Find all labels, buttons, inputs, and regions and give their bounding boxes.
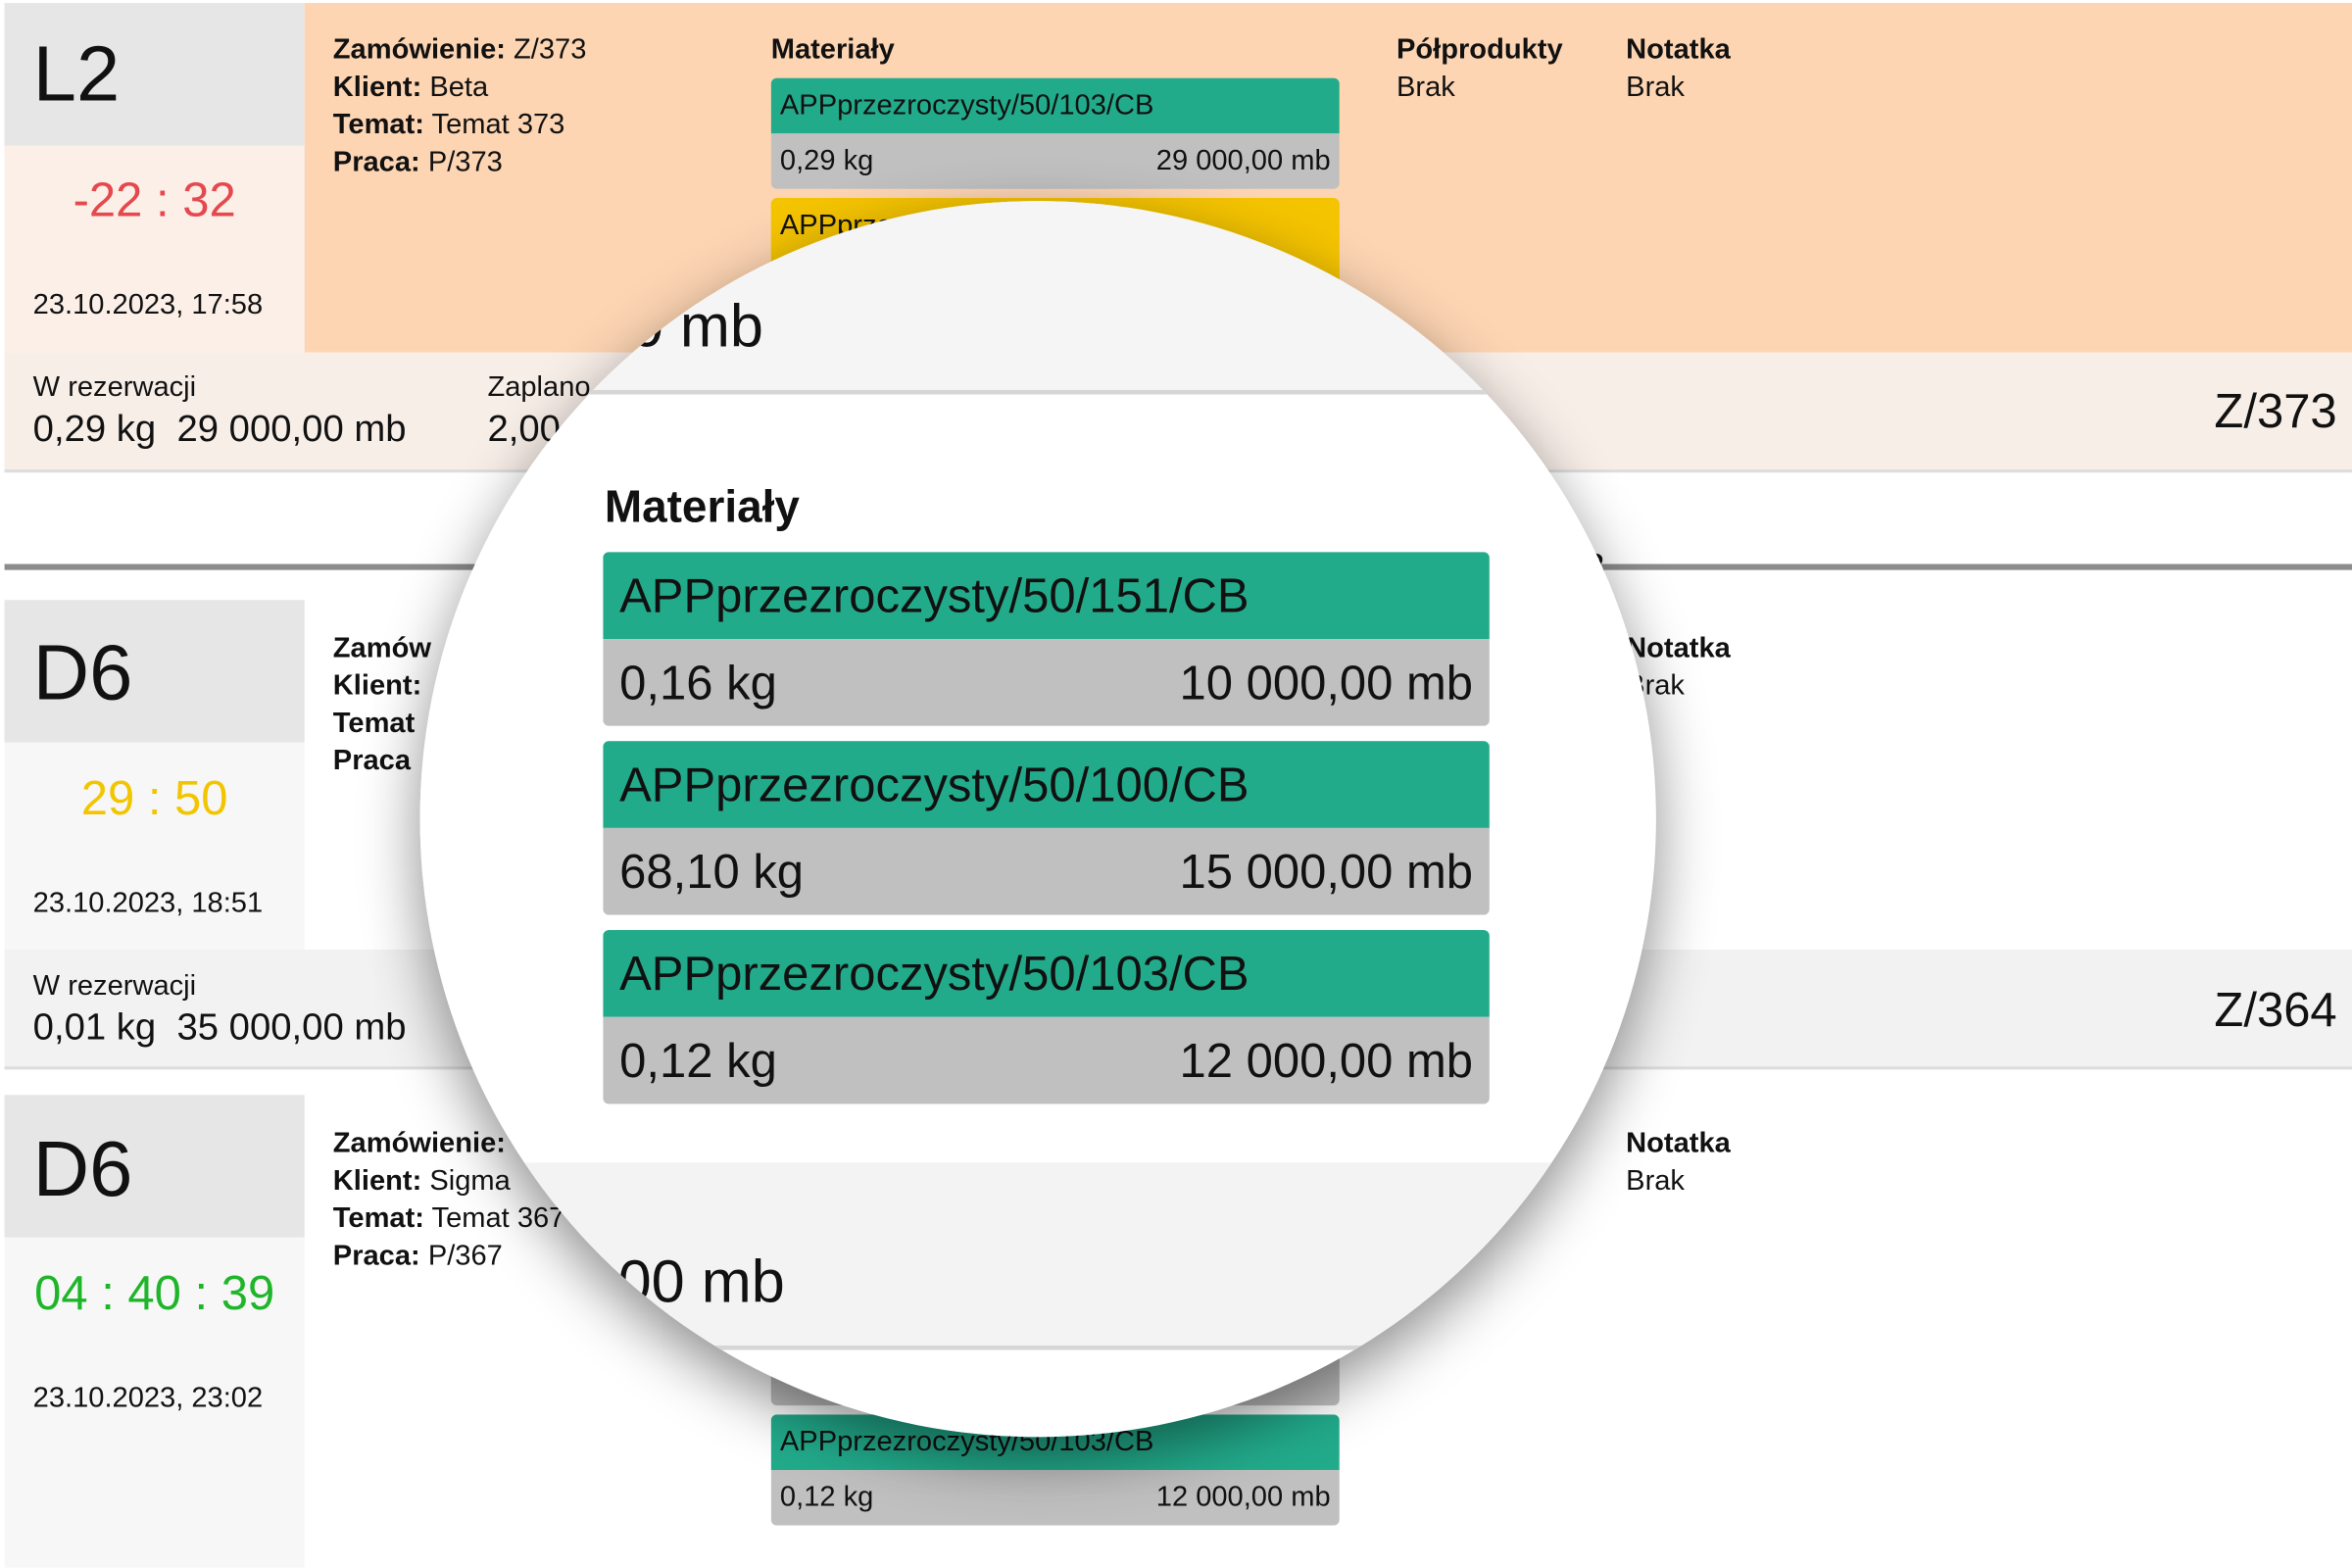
material: APPprzezroczysty/50/151/CB 0,16 kg 10 000… [603, 552, 1490, 726]
time-cell [4, 1237, 305, 1568]
reservation-weight: 0,01 kg [32, 1006, 157, 1049]
line-label: D6 [32, 1126, 133, 1214]
field-label: Zamówienie: [332, 34, 506, 67]
fields: Zamówienie: Klient: Sigma Temat: Temat 3… [333, 1125, 565, 1275]
field: Zamówienie: [333, 1125, 565, 1162]
reservation-length: 29 000,00 mb [176, 408, 407, 451]
field-value: P/373 [427, 146, 503, 179]
line-cell [4, 3, 305, 146]
note-title: Notatka [1626, 34, 1731, 67]
note-title: Notatka [1626, 1128, 1731, 1160]
timer: -22 : 32 [73, 172, 236, 227]
field-label: Zamówienie: [332, 1128, 506, 1160]
field-value: Z/373 [514, 34, 587, 67]
field-label: Zamów [332, 632, 431, 665]
materials-title: Materiały [604, 482, 800, 533]
reservation-weight: 0,29 kg [32, 408, 157, 451]
date: 23.10.2023, 17:58 [32, 289, 264, 321]
fields: Zamówienie: Z/373 Klient: Beta Temat: Te… [333, 31, 587, 181]
field-label: Temat [332, 708, 416, 740]
field: Klient: Sigma [333, 1162, 565, 1200]
field: Temat: Temat 373 [333, 107, 587, 144]
material-name: APPprzezroczysty/50/103/CB [619, 946, 1250, 1001]
reservation: 0,29 kg 29 000,00 mb [33, 408, 407, 451]
materials-title: Materiały [770, 34, 895, 67]
reservation-length: 35 000,00 mb [176, 1006, 407, 1049]
line-label: L2 [32, 31, 121, 119]
material-weight: 0,16 kg [619, 655, 777, 710]
material-name-row: APPprzezroczysty/50/151/CB [603, 552, 1490, 640]
note: Brak [1626, 1165, 1685, 1198]
material-length: 10 000,00 mb [1179, 655, 1474, 710]
material-length: 29 000,00 mb [1155, 145, 1331, 177]
field-value: Temat 373 [431, 109, 565, 141]
material-amount-row: 0,12 kg 12 000,00 mb [603, 1016, 1490, 1104]
field-label: Temat: [332, 1202, 424, 1235]
material-weight: 0,29 kg [779, 145, 874, 177]
field-label: Klient: [332, 670, 422, 703]
zoom-fragment: 00 mb [617, 1249, 785, 1316]
field-label: Klient: [332, 1165, 422, 1198]
time-cell [4, 742, 305, 950]
material-amount-row: 0,12 kg 12 000,00 mb [770, 1469, 1340, 1526]
material: APPprzezroczysty/50/103/CB 0,12 kg 12 000… [603, 929, 1490, 1104]
order-ref: Z/373 [2214, 383, 2337, 438]
field-value: P/367 [427, 1240, 503, 1272]
field-label: Temat: [332, 109, 424, 141]
field: Praca: P/373 [333, 144, 587, 181]
material-weight: 0,12 kg [619, 1032, 777, 1087]
field: Temat: Temat 367 [333, 1200, 565, 1237]
reservation-label: W rezerwacji [32, 970, 197, 1003]
time-cell [4, 145, 305, 353]
material-amount-row: 68,10 kg 15 000,00 mb [603, 827, 1490, 915]
semi-title: Półprodukty [1396, 34, 1563, 67]
field-value: Temat 367 [431, 1202, 565, 1235]
semi: Brak [1396, 72, 1455, 104]
field: Zamówienie: Z/373 [333, 31, 587, 69]
material-name: APPprzezroczysty/50/151/CB [619, 567, 1250, 622]
field: Klient: Beta [333, 69, 587, 106]
note: Brak [1626, 72, 1685, 104]
material-name-row: APPprzezroczysty/50/103/CB [770, 77, 1340, 134]
line-label: D6 [32, 629, 133, 717]
material: APPprzezroczysty/50/103/CB 0,29 kg 29 000… [770, 77, 1340, 189]
note-title: Notatka [1626, 632, 1731, 665]
order-ref: Z/364 [2214, 982, 2337, 1037]
line-cell [4, 600, 305, 743]
fields: Zamów Klient: Temat Praca [333, 630, 431, 780]
material-length: 12 000,00 mb [1179, 1032, 1474, 1087]
material-weight: 0,12 kg [779, 1482, 874, 1514]
material-name-row: APPprzezroczysty/50/103/CB [603, 929, 1490, 1017]
date: 23.10.2023, 18:51 [32, 888, 264, 920]
reservation-label: W rezerwacji [32, 371, 197, 404]
reservation: 0,01 kg 35 000,00 mb [33, 1006, 407, 1050]
timer: 29 : 50 [80, 770, 228, 825]
field-label: Praca [332, 745, 412, 777]
field-value: Sigma [429, 1165, 511, 1198]
line-cell [4, 1095, 305, 1238]
field-label: Klient: [332, 72, 422, 104]
material: APPprzezroczysty/50/100/CB 68,10 kg 15 00… [603, 741, 1490, 915]
field-label: Praca: [332, 146, 420, 179]
material-weight: 68,10 kg [619, 843, 805, 899]
material-length: 15 000,00 mb [1179, 843, 1474, 899]
field-value: Beta [429, 72, 489, 104]
material-name-row: APPprzezroczysty/50/100/CB [603, 741, 1490, 828]
material-length: 12 000,00 mb [1155, 1482, 1331, 1514]
planned-label: Zaplano [487, 371, 591, 404]
material-name: APPprzezroczysty/50/103/CB [779, 89, 1154, 122]
field: Praca: P/367 [333, 1238, 565, 1275]
material-amount-row: 0,16 kg 10 000,00 mb [603, 639, 1490, 726]
material-amount-row: 0,29 kg 29 000,00 mb [770, 133, 1340, 189]
field-label: Praca: [332, 1240, 420, 1272]
timer: 04 : 40 : 39 [34, 1265, 275, 1320]
material-name: APPprzezroczysty/50/100/CB [619, 757, 1250, 811]
date: 23.10.2023, 23:02 [32, 1383, 264, 1415]
